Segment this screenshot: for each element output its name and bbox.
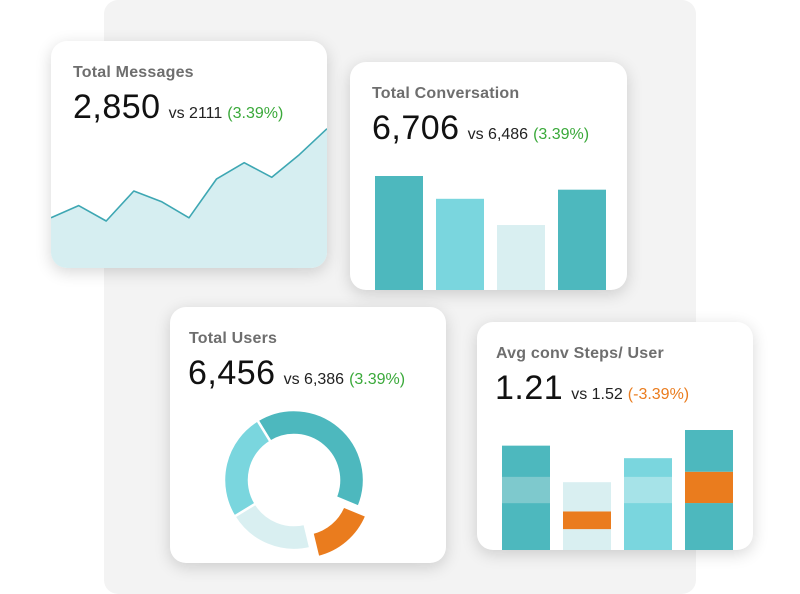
metric-value: 6,456	[188, 354, 276, 392]
stacked-bar-segment	[624, 458, 672, 477]
stacked-bar-segment	[563, 511, 611, 530]
total-users-card[interactable]: Total Users 6,456 vs 6,386 (3.39%)	[170, 307, 446, 563]
change-percent: (3.39%)	[227, 105, 284, 122]
card-title: Total Conversation	[372, 85, 520, 102]
comparison-value: vs 1.52	[571, 386, 623, 403]
bar	[497, 225, 545, 290]
card-title: Total Users	[189, 330, 278, 347]
metric-value: 2,850	[73, 88, 161, 126]
total-messages-card[interactable]: Total Messages 2,850 vs 2111 (3.39%)	[51, 41, 327, 268]
users-donut-chart	[222, 408, 369, 559]
change-percent: (3.39%)	[533, 126, 590, 143]
comparison-value: vs 6,386	[283, 371, 345, 388]
area-fill	[51, 128, 327, 268]
metric-row: 6,456 vs 6,386 (3.39%)	[188, 354, 405, 393]
change-percent: (3.39%)	[349, 371, 406, 388]
stacked-bar-segment	[563, 482, 611, 512]
stacked-bar-segment	[685, 430, 733, 472]
area-line	[51, 128, 327, 222]
donut-slice	[310, 504, 369, 559]
comparison-value: vs 6,486	[467, 126, 529, 143]
stacked-bar-segment	[685, 503, 733, 550]
steps-stacked-bar-chart	[502, 430, 733, 550]
total-conversation-card[interactable]: Total Conversation 6,706 vs 6,486 (3.39%…	[350, 62, 627, 290]
messages-area-chart	[51, 128, 327, 268]
stacked-bar-segment	[563, 529, 611, 550]
donut-slice	[255, 408, 366, 509]
card-title: Avg conv Steps/ User	[496, 345, 664, 362]
stacked-bar-segment	[624, 476, 672, 504]
metric-value: 1.21	[495, 369, 564, 407]
conversation-bar-chart	[375, 176, 606, 290]
stacked-bar-segment	[502, 503, 550, 550]
stacked-bar-segment	[502, 445, 550, 477]
bar	[375, 176, 423, 290]
metric-row: 2,850 vs 2111 (3.39%)	[73, 88, 283, 127]
avg-steps-card[interactable]: Avg conv Steps/ User 1.21 vs 1.52 (-3.39…	[477, 322, 753, 550]
metric-value: 6,706	[372, 109, 460, 147]
comparison-value: vs 2111	[168, 105, 223, 122]
bar	[558, 189, 606, 290]
stacked-bar-segment	[502, 476, 550, 504]
stacked-bar-segment	[624, 503, 672, 550]
stacked-bar-segment	[685, 471, 733, 504]
bar	[436, 198, 484, 290]
metric-row: 6,706 vs 6,486 (3.39%)	[372, 109, 589, 148]
change-percent: (-3.39%)	[627, 386, 690, 403]
card-title: Total Messages	[73, 64, 194, 81]
donut-slice	[222, 418, 273, 519]
metric-row: 1.21 vs 1.52 (-3.39%)	[495, 369, 689, 408]
